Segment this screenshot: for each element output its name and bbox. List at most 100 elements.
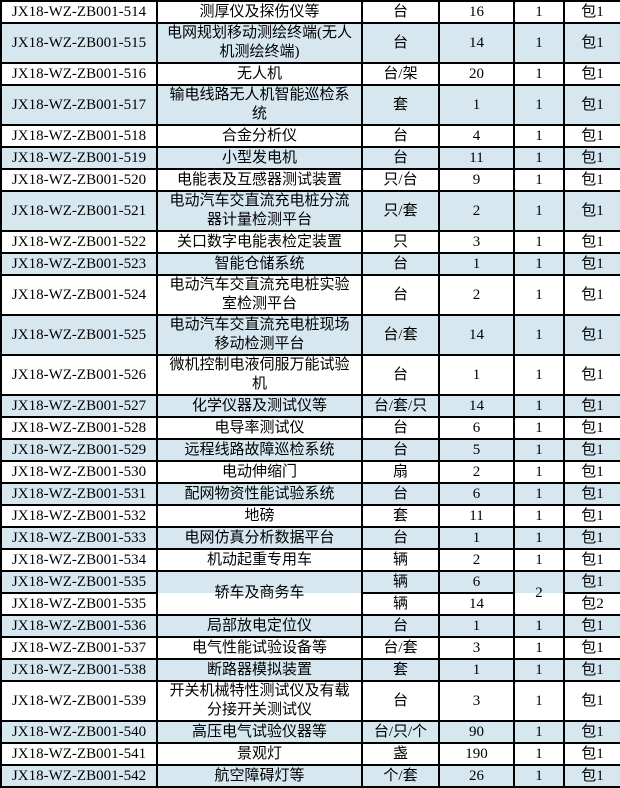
cell-package: 包1 [563,146,620,170]
cell-quantity: 1 [438,354,515,396]
table-row: JX18-WZ-ZB001-522 关口数字电能表检定装置只 3 1 包1 [0,230,620,254]
cell-unit: 台 [361,274,440,316]
cell-unit: 台 [361,252,440,276]
cell-unit: 台 [361,680,440,722]
cell-item-code: JX18-WZ-ZB001-533 [0,526,158,550]
cell-lot-count: 1 [513,416,565,440]
cell-quantity: 1 [438,526,515,550]
cell-quantity: 6 [438,416,515,440]
cell-unit: 台/套 [361,636,440,660]
cell-item-code: JX18-WZ-ZB001-515 [0,22,158,64]
cell-unit: 套 [361,504,440,528]
cell-item-code: JX18-WZ-ZB001-529 [0,438,158,462]
cell-package: 包1 [563,720,620,744]
table-row: JX18-WZ-ZB001-538 断路器模拟装置套 1 1 包1 [0,658,620,682]
cell-item-name: 开关机械特性测试仪及有载分接开关测试仪 [156,680,363,722]
cell-lot-count: 1 [513,230,565,254]
cell-item-name: 地磅 [156,504,363,528]
cell-unit: 台 [361,0,440,24]
merged-cell-text: 轿车及商务车 [214,585,305,601]
cell-unit: 台 [361,438,440,462]
cell-quantity: 6 [438,482,515,506]
cell-item-code: JX18-WZ-ZB001-518 [0,124,158,148]
table-row: JX18-WZ-ZB001-524 电动汽车交直流充电桩实验室检测平台台 2 1 包1 [0,274,620,316]
cell-unit: 台 [361,146,440,170]
table-row: JX18-WZ-ZB001-528 电导率测试仪台 6 1 包1 [0,416,620,440]
cell-unit: 辆 [361,592,440,616]
cell-unit: 只 [361,230,440,254]
cell-unit: 个/套 [361,764,440,788]
cell-lot-count: 2 [513,570,565,616]
merged-cell-text: 2 [535,585,543,601]
cell-unit: 台/只/个 [361,720,440,744]
table-row: JX18-WZ-ZB001-518 合金分析仪台 4 1 包1 [0,124,620,148]
table-row: JX18-WZ-ZB001-533 电网仿真分析数据平台台 1 1 包1 [0,526,620,550]
cell-item-name: 电动汽车交直流充电桩现场移动检测平台 [156,314,363,356]
cell-unit: 辆 [361,570,440,594]
cell-item-code: JX18-WZ-ZB001-537 [0,636,158,660]
cell-item-code: JX18-WZ-ZB001-525 [0,314,158,356]
cell-package: 包1 [563,614,620,638]
cell-item-code: JX18-WZ-ZB001-535 [0,592,158,616]
table-row: JX18-WZ-ZB001-517 输电线路无人机智能巡检系统套 1 1 包1 [0,84,620,126]
cell-lot-count: 1 [513,504,565,528]
table-row: JX18-WZ-ZB001-536 局部放电定位仪台 1 1 包1 [0,614,620,638]
cell-unit: 台/套/只 [361,394,440,418]
cell-item-code: JX18-WZ-ZB001-538 [0,658,158,682]
cell-package: 包1 [563,680,620,722]
cell-item-name: 测厚仪及探伤仪等 [156,0,363,24]
cell-lot-count: 1 [513,84,565,126]
cell-item-name: 景观灯 [156,742,363,766]
cell-item-name: 电动汽车交直流充电桩分流器计量检测平台 [156,190,363,232]
cell-lot-count: 1 [513,190,565,232]
cell-quantity: 3 [438,680,515,722]
cell-item-code: JX18-WZ-ZB001-527 [0,394,158,418]
cell-quantity: 14 [438,22,515,64]
cell-quantity: 14 [438,592,515,616]
cell-item-code: JX18-WZ-ZB001-514 [0,0,158,24]
table-row: JX18-WZ-ZB001-535 轿车及商务车 辆 6 2 包1 [0,570,620,616]
cell-lot-count: 1 [513,548,565,572]
cell-item-code: JX18-WZ-ZB001-535 [0,570,158,594]
cell-unit: 台 [361,416,440,440]
cell-package: 包1 [563,570,620,594]
cell-quantity: 14 [438,314,515,356]
cell-item-code: JX18-WZ-ZB001-516 [0,62,158,86]
cell-quantity: 90 [438,720,515,744]
cell-package: 包1 [563,62,620,86]
cell-unit: 台 [361,526,440,550]
cell-item-code: JX18-WZ-ZB001-522 [0,230,158,254]
cell-package: 包1 [563,252,620,276]
cell-unit: 台 [361,124,440,148]
cell-quantity: 1 [438,658,515,682]
cell-lot-count: 1 [513,394,565,418]
cell-unit: 台 [361,482,440,506]
cell-item-code: JX18-WZ-ZB001-530 [0,460,158,484]
cell-item-name: 机动起重专用车 [156,548,363,572]
cell-unit: 套 [361,658,440,682]
table-row: JX18-WZ-ZB001-515 电网规划移动测绘终端(无人机测绘终端) 台 14 1… [0,22,620,64]
cell-unit: 台/套 [361,314,440,356]
cell-package: 包1 [563,460,620,484]
table-row: JX18-WZ-ZB001-523 智能仓储系统台 1 1 包1 [0,252,620,276]
cell-quantity: 20 [438,62,515,86]
table-row: JX18-WZ-ZB001-516 无人机 台/架 20 1 包1 [0,62,620,86]
cell-item-name: 合金分析仪 [156,124,363,148]
cell-package: 包1 [563,22,620,64]
cell-item-code: JX18-WZ-ZB001-536 [0,614,158,638]
cell-item-name: 配网物资性能试验系统 [156,482,363,506]
table-row: JX18-WZ-ZB001-520 电能表及互感器测试装置 只/台 9 1 包1 [0,168,620,192]
cell-item-name: 无人机 [156,62,363,86]
cell-lot-count: 1 [513,482,565,506]
cell-item-name: 电动伸缩门 [156,460,363,484]
cell-package: 包1 [563,394,620,418]
cell-unit: 只/台 [361,168,440,192]
cell-item-name: 电动汽车交直流充电桩实验室检测平台 [156,274,363,316]
cell-unit: 盏 [361,742,440,766]
cell-quantity: 2 [438,190,515,232]
cell-quantity: 190 [438,742,515,766]
table-row: JX18-WZ-ZB001-539 开关机械特性测试仪及有载分接开关测试仪台 3 1 包… [0,680,620,722]
table-row: JX18-WZ-ZB001-526 微机控制电液伺服万能试验机台 1 1 包1 [0,354,620,396]
